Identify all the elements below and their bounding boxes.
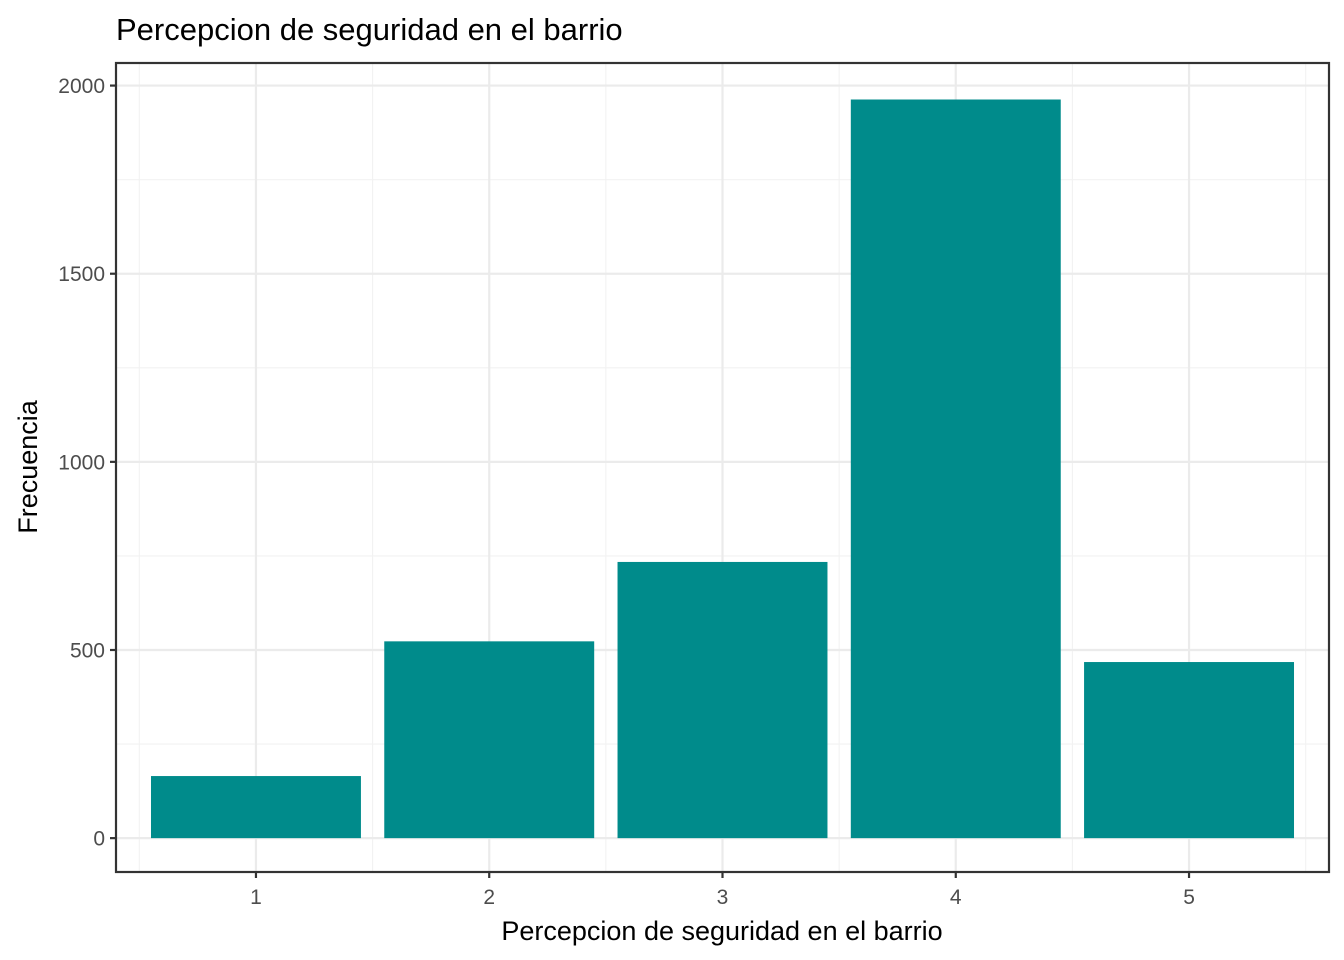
axis-ticks — [110, 84, 1191, 878]
x-axis-title: Percepcion de seguridad en el barrio — [501, 916, 942, 946]
x-tick-label: 4 — [950, 886, 962, 909]
x-tick-label: 5 — [1183, 886, 1195, 909]
bar-4 — [850, 99, 1061, 839]
x-tick-label: 1 — [250, 886, 262, 909]
x-tick-label: 2 — [483, 886, 495, 909]
bar-1 — [150, 776, 361, 839]
y-tick-label: 1000 — [58, 451, 105, 474]
y-tick-label: 0 — [93, 828, 105, 851]
bar-2 — [384, 641, 595, 839]
x-tick-label: 3 — [717, 886, 729, 909]
y-tick-label: 1500 — [58, 263, 105, 286]
y-axis-tick-labels: 0 500 1000 1500 2000 — [58, 75, 105, 851]
chart-title: Percepcion de seguridad en el barrio — [116, 12, 623, 47]
y-tick-label: 500 — [70, 639, 105, 662]
bars — [150, 99, 1295, 839]
y-tick-label: 2000 — [58, 75, 105, 98]
bar-3 — [617, 561, 828, 839]
x-axis-tick-labels: 1 2 3 4 5 — [250, 886, 1195, 909]
y-axis-title: Frecuencia — [13, 399, 43, 534]
bar-5 — [1084, 662, 1295, 839]
